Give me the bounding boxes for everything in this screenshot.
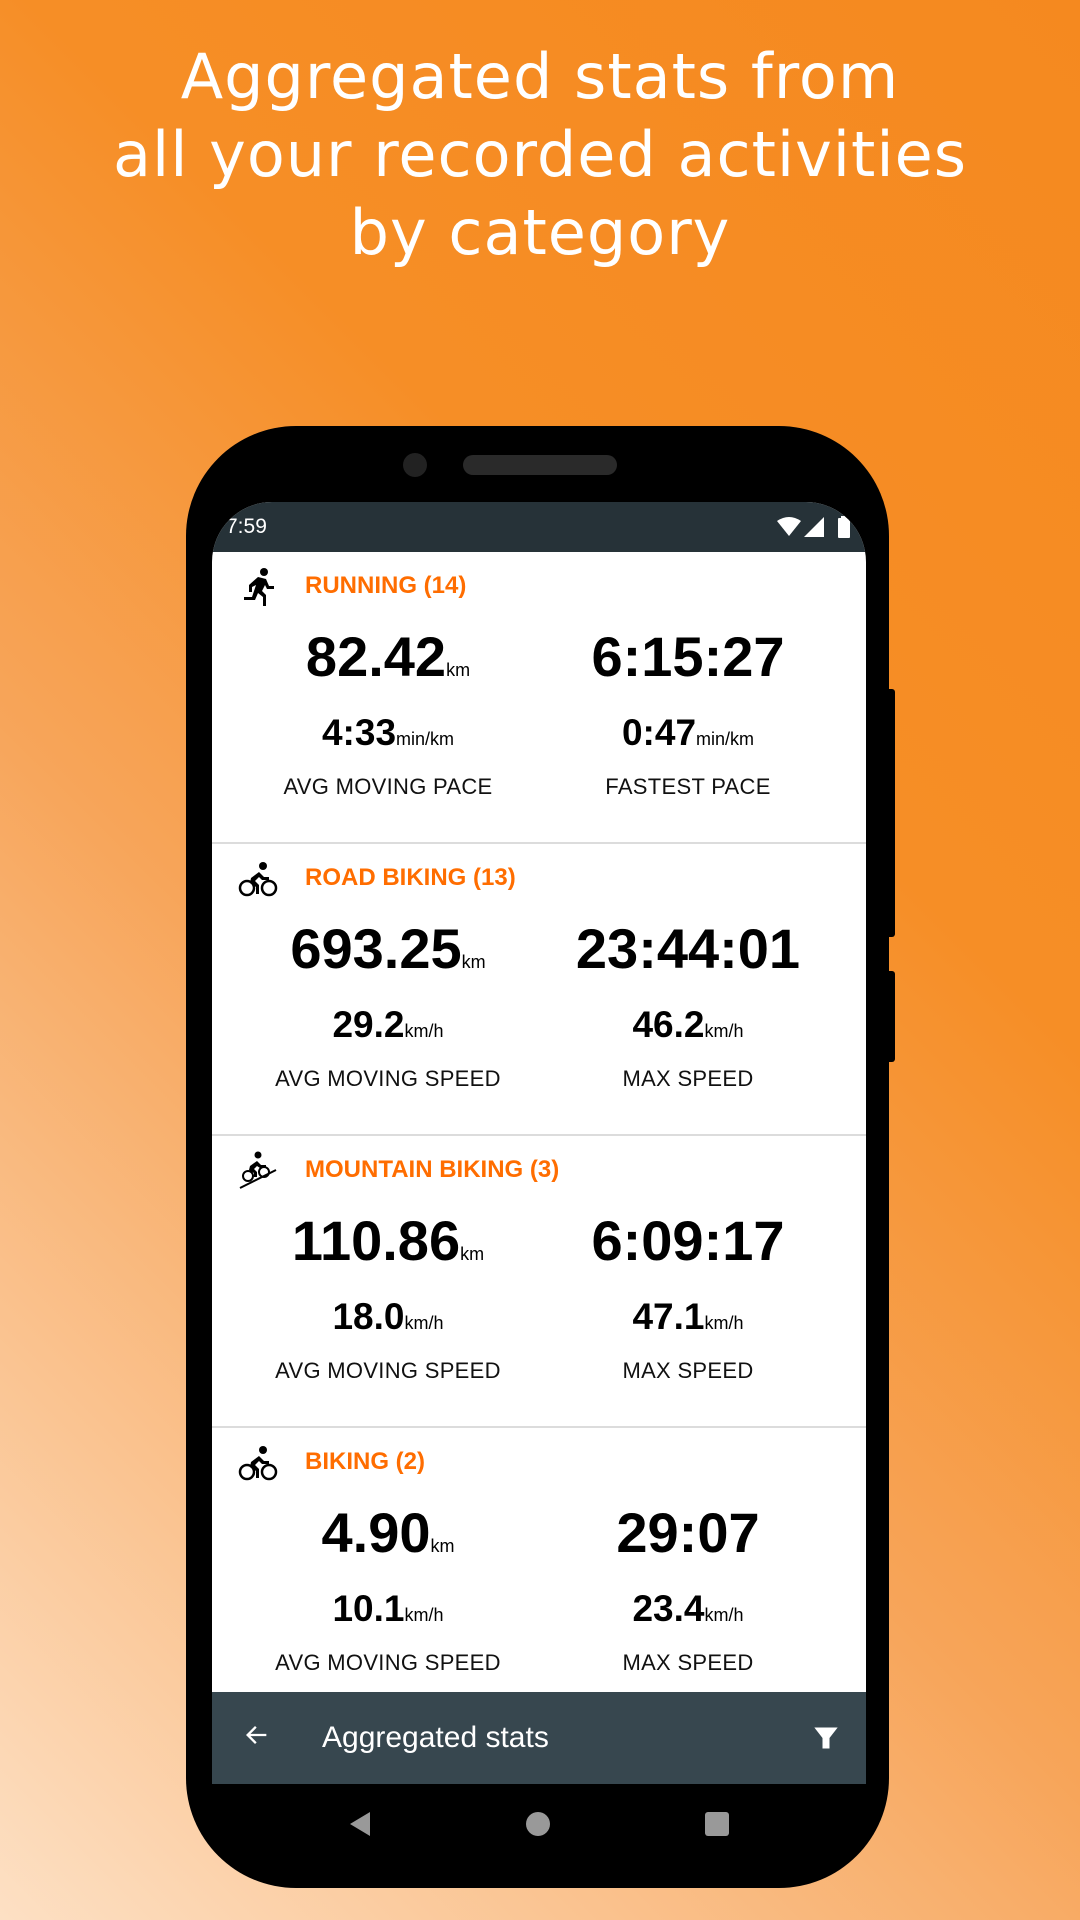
mountain-bike-icon — [239, 1151, 277, 1189]
stat-2-value: 46.2 — [632, 1004, 705, 1045]
volume-button — [887, 689, 895, 937]
stat-2-value: 23.4 — [632, 1588, 705, 1629]
status-bar: 7:59 — [212, 502, 866, 552]
stat-2-unit: min/km — [696, 729, 755, 749]
headline-line: by category — [349, 196, 731, 269]
signal-icon — [804, 517, 824, 537]
stat-1-label: AVG MOVING SPEED — [275, 1066, 501, 1091]
distance-value: 82.42 — [305, 625, 447, 688]
wifi-icon — [777, 517, 801, 536]
category-section: BIKING (2) 4.90km 29:07 10.1km/h 23.4km/… — [212, 1428, 866, 1720]
battery-icon — [838, 516, 850, 538]
stat-2: 46.2km/h — [538, 1004, 838, 1046]
nav-back-icon[interactable] — [348, 1810, 372, 1838]
total-time: 29:07 — [616, 1501, 760, 1564]
stat-1: 10.1km/h — [238, 1588, 538, 1630]
stat-1-unit: min/km — [396, 729, 455, 749]
arrow-left-icon — [246, 1725, 267, 1744]
category-section: RUNNING (14) 82.42km 6:15:27 4:33min/km … — [212, 552, 866, 844]
distance-value: 693.25 — [290, 917, 462, 980]
stat-1-value: 29.2 — [332, 1004, 405, 1045]
stat-2-unit: km/h — [704, 1605, 744, 1625]
filter-button[interactable] — [786, 1724, 866, 1752]
category-section: ROAD BIKING (13) 693.25km 23:44:01 29.2k… — [212, 844, 866, 1136]
running-icon — [244, 568, 274, 606]
total-distance: 4.90km — [238, 1500, 538, 1565]
category-title: BIKING (2) — [305, 1448, 425, 1475]
filter-icon — [814, 1727, 838, 1749]
stat-1-unit: km/h — [404, 1021, 444, 1041]
category-section: MOUNTAIN BIKING (3) 110.86km 6:09:17 18.… — [212, 1136, 866, 1428]
headline: Aggregated stats from all your recorded … — [0, 38, 1080, 272]
stat-2-value: 0:47 — [621, 712, 697, 753]
back-button[interactable] — [212, 1719, 302, 1758]
stat-1-label: AVG MOVING SPEED — [275, 1650, 501, 1675]
category-title: MOUNTAIN BIKING (3) — [305, 1156, 560, 1183]
stat-1-unit: km/h — [404, 1313, 444, 1333]
stat-2-unit: km/h — [704, 1313, 744, 1333]
stat-2-value: 47.1 — [632, 1296, 705, 1337]
total-distance: 82.42km — [238, 624, 538, 689]
distance-unit: km — [430, 1536, 455, 1556]
headline-line: all your recorded activities — [112, 118, 968, 191]
headline-line: Aggregated stats from — [180, 40, 900, 113]
stat-2-label: MAX SPEED — [622, 1650, 754, 1675]
category-title: ROAD BIKING (13) — [305, 864, 516, 891]
stat-1-value: 18.0 — [332, 1296, 405, 1337]
total-time: 6:09:17 — [591, 1209, 785, 1272]
stat-1: 29.2km/h — [238, 1004, 538, 1046]
total-distance: 693.25km — [238, 916, 538, 981]
total-distance: 110.86km — [238, 1208, 538, 1273]
nav-home-icon[interactable] — [525, 1811, 551, 1837]
total-time: 23:44:01 — [575, 917, 801, 980]
stat-1-value: 10.1 — [332, 1588, 405, 1629]
distance-unit: km — [461, 952, 486, 972]
stat-2: 0:47min/km — [538, 712, 838, 754]
stat-1-unit: km/h — [404, 1605, 444, 1625]
distance-value: 4.90 — [321, 1501, 431, 1564]
distance-unit: km — [460, 1244, 485, 1264]
stat-1: 4:33min/km — [238, 712, 538, 754]
status-time: 7:59 — [226, 515, 267, 538]
bike-icon — [238, 1446, 278, 1481]
total-time: 6:15:27 — [591, 625, 785, 688]
power-button — [887, 971, 895, 1062]
stat-2-label: MAX SPEED — [622, 1066, 754, 1091]
stat-1-value: 4:33 — [321, 712, 397, 753]
screen: 7:59 RUNNING (14) 82.42km 6:15:27 4:33mi… — [212, 502, 866, 1784]
stat-1-label: AVG MOVING SPEED — [275, 1358, 501, 1383]
category-title: RUNNING (14) — [305, 572, 467, 599]
stat-2-label: MAX SPEED — [622, 1358, 754, 1383]
nav-recents-icon[interactable] — [704, 1811, 730, 1837]
system-nav-bar — [212, 1800, 866, 1848]
bottom-toolbar: Aggregated stats — [212, 1692, 866, 1784]
road-bike-icon — [238, 862, 278, 897]
stat-2-unit: km/h — [704, 1021, 744, 1041]
speaker — [463, 455, 617, 475]
stat-1: 18.0km/h — [238, 1296, 538, 1338]
stat-1-label: AVG MOVING PACE — [283, 774, 493, 799]
distance-value: 110.86 — [291, 1209, 461, 1272]
stat-2: 23.4km/h — [538, 1588, 838, 1630]
camera — [403, 453, 427, 477]
stat-2: 47.1km/h — [538, 1296, 838, 1338]
distance-unit: km — [446, 660, 471, 680]
toolbar-title: Aggregated stats — [322, 1721, 549, 1754]
stat-2-label: FASTEST PACE — [605, 774, 771, 799]
